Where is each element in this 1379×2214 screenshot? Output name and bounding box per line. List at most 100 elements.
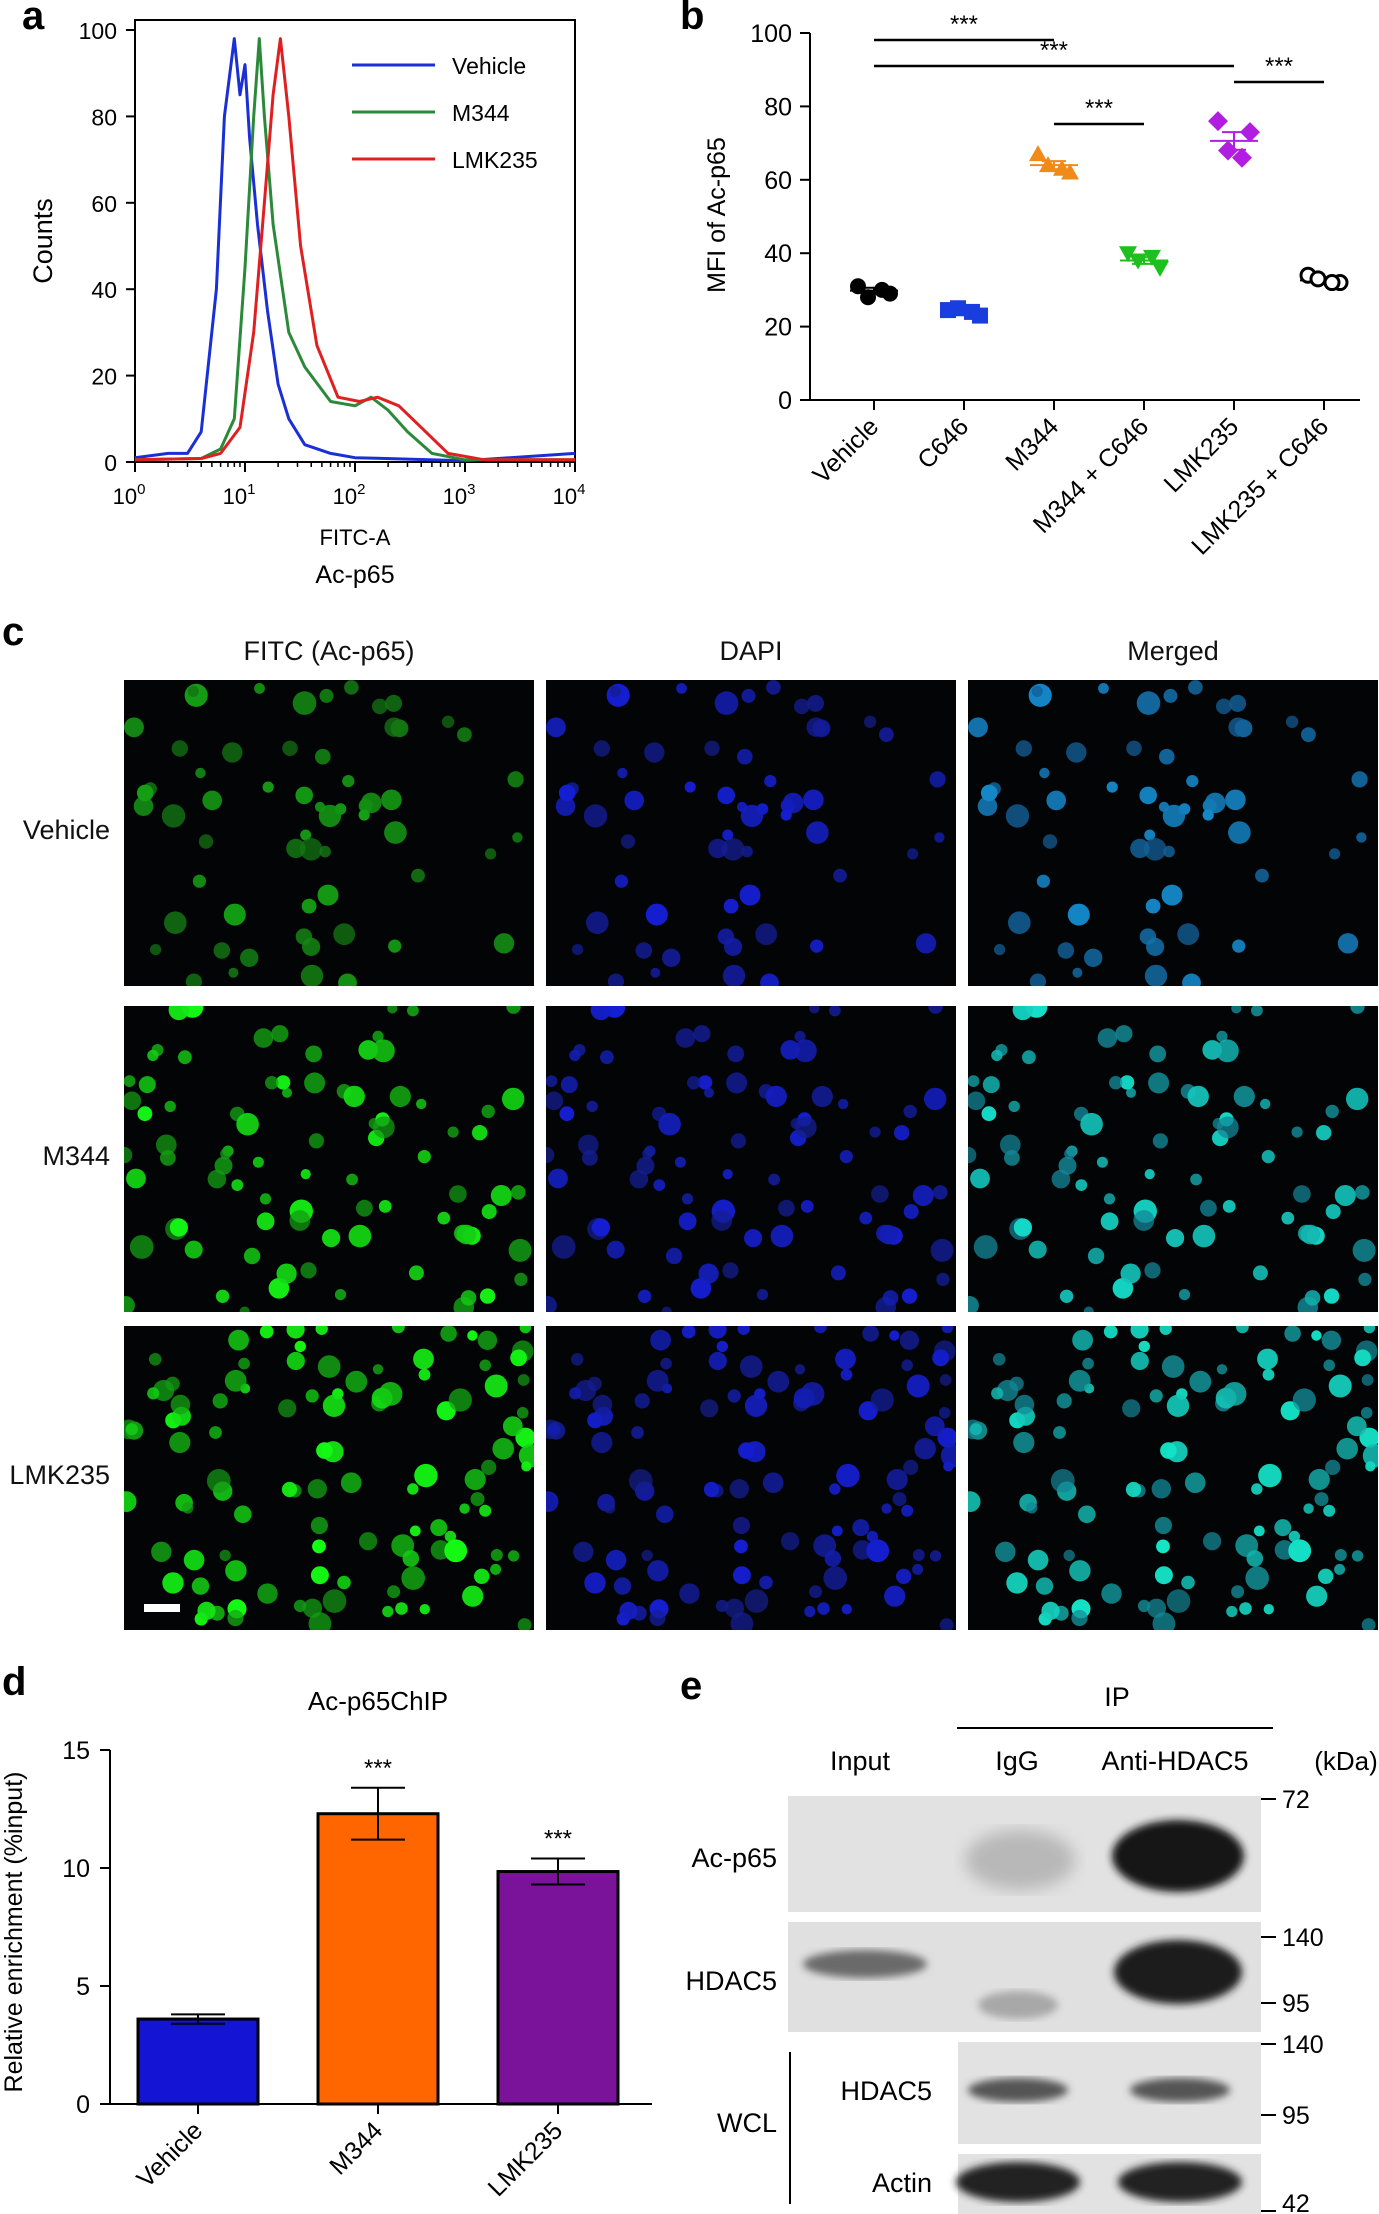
cell [936, 1272, 950, 1286]
data-point [950, 300, 966, 317]
cell [1130, 1351, 1149, 1371]
cell [419, 1604, 430, 1615]
cell [1251, 1006, 1263, 1017]
y-tick-label: 20 [764, 314, 792, 342]
cell [1115, 1025, 1133, 1043]
cell [681, 1193, 694, 1205]
cell [546, 1075, 558, 1087]
cell [147, 1049, 159, 1062]
cell [1148, 1072, 1170, 1094]
column-header: Merged [1127, 636, 1219, 666]
cell [372, 1039, 395, 1063]
cell [1144, 1262, 1161, 1279]
x-tick-label: 102 [333, 481, 366, 509]
cell [1233, 1085, 1255, 1108]
cell [607, 973, 624, 986]
cell [968, 1296, 979, 1312]
micrograph-lmk235-dapi [546, 1326, 956, 1630]
x-tick-label: 104 [553, 481, 586, 509]
cell [477, 1330, 498, 1350]
band-igg-ac-p65 [965, 1830, 1075, 1890]
cell [182, 1502, 194, 1514]
cell [318, 804, 342, 828]
cell [1360, 1407, 1373, 1419]
cell [871, 1185, 889, 1203]
cell [310, 1516, 328, 1535]
cell [378, 1382, 403, 1406]
cell [137, 1106, 153, 1122]
cell [507, 771, 524, 788]
cell [252, 1156, 264, 1168]
cell [678, 1212, 697, 1231]
cell [1346, 1087, 1369, 1111]
cell [899, 1330, 920, 1350]
marker-140-wcl: 140 [1282, 2031, 1324, 2059]
cell [586, 1100, 598, 1113]
cell [192, 874, 206, 888]
cell [591, 1218, 610, 1237]
x-tick-label: LMK235 [483, 2116, 569, 2202]
cell [744, 1229, 763, 1248]
cell [716, 1340, 728, 1353]
cell [759, 1575, 773, 1590]
cell [613, 1577, 632, 1595]
cell [548, 1423, 560, 1436]
x-tick-exponent: 1 [247, 481, 255, 498]
plot-frame [134, 19, 576, 463]
cell [642, 1148, 654, 1160]
cell [502, 1087, 525, 1111]
wcl-label: WCL [717, 2108, 777, 2138]
cell [1144, 964, 1168, 986]
micrograph-vehicle-dapi [546, 680, 956, 986]
cell [1098, 683, 1109, 694]
cell [656, 1505, 674, 1524]
cell [1072, 967, 1083, 978]
cell [1166, 1229, 1185, 1248]
cell [402, 1550, 420, 1567]
cell [1008, 911, 1031, 934]
y-tick-label: 100 [79, 18, 117, 44]
cell [546, 1091, 564, 1111]
ip-label: IP [1104, 1682, 1130, 1712]
cell [881, 1503, 892, 1514]
cell [970, 1423, 982, 1436]
cell [302, 1598, 323, 1618]
cell [1159, 1326, 1172, 1335]
cell [502, 1416, 523, 1437]
cell [1189, 1370, 1212, 1393]
cell [1231, 1585, 1245, 1599]
cell [164, 911, 187, 934]
cell [1321, 1330, 1342, 1350]
y-axis-label: Relative enrichment (%input) [0, 1772, 28, 2093]
cell [770, 1224, 794, 1248]
cell [345, 1370, 368, 1393]
cell [1143, 838, 1167, 861]
cell [333, 923, 356, 946]
cell [1288, 1530, 1301, 1543]
cell [829, 1006, 841, 1017]
cell [162, 1572, 184, 1594]
cell [490, 1563, 502, 1575]
cell [1059, 1289, 1074, 1303]
cell [1352, 1238, 1376, 1262]
cell [1029, 973, 1046, 986]
lane-label-anti-hdac5: Anti-HDAC5 [1101, 1746, 1248, 1776]
cell [1187, 1085, 1209, 1108]
cell [635, 942, 653, 959]
cell [359, 1532, 378, 1551]
cell [841, 1604, 852, 1615]
cell [1080, 1112, 1103, 1136]
cell [295, 786, 313, 805]
cell [225, 1560, 247, 1582]
cell [372, 1364, 384, 1375]
cell [980, 784, 998, 802]
cell [859, 1211, 873, 1225]
cell [886, 1468, 908, 1491]
cell [591, 1431, 613, 1454]
cell [1035, 1577, 1054, 1595]
cell [1311, 1330, 1322, 1341]
cell [1222, 1382, 1247, 1406]
cell [271, 1025, 289, 1043]
cell [344, 680, 359, 695]
cell [569, 1387, 582, 1400]
